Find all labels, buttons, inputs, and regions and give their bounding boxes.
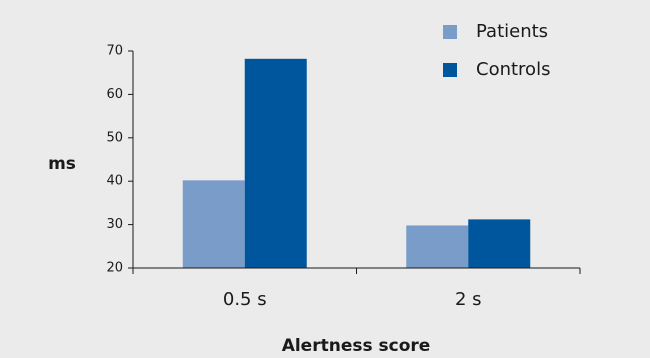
bar-controls-1: [244, 58, 307, 269]
legend-swatch-controls: [443, 63, 457, 77]
y-tick-label: 40: [106, 174, 123, 189]
bar-controls-2: [468, 219, 531, 268]
y-tick-label: 50: [106, 130, 123, 145]
x-axis-label: Alertness score: [282, 336, 431, 356]
legend-label-controls: Controls: [476, 59, 550, 80]
bar-patients-1: [182, 180, 245, 268]
y-tick-label: 20: [106, 261, 123, 276]
y-tick-label: 70: [106, 44, 123, 59]
x-tick-label: 2 s: [455, 289, 482, 310]
y-tick-label: 60: [106, 87, 123, 102]
y-axis-label: ms: [48, 154, 76, 174]
y-tick-label: 30: [106, 217, 123, 232]
legend-swatch-patients: [443, 25, 457, 39]
bar-patients-2: [406, 225, 469, 268]
x-tick-label: 0.5 s: [223, 289, 267, 310]
legend-label-patients: Patients: [476, 21, 548, 42]
